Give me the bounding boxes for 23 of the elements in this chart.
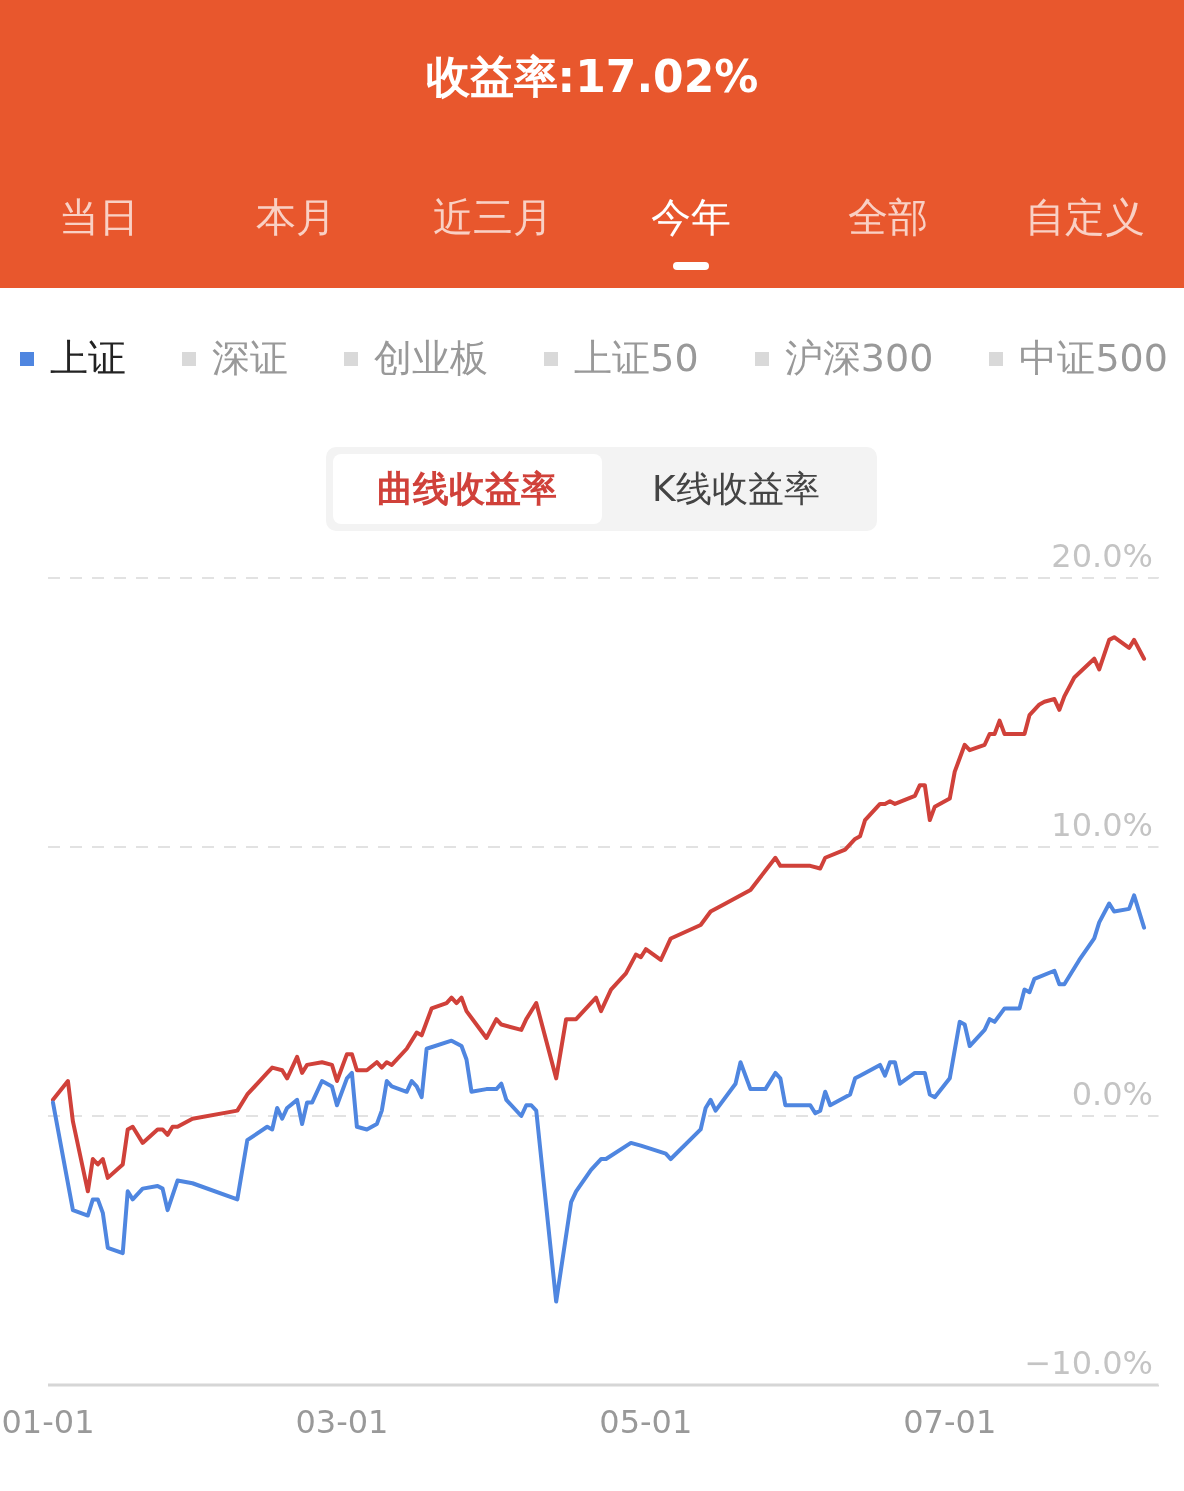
- x-tick-label: 05-01: [599, 1403, 693, 1441]
- y-tick-label: 20.0%: [1051, 537, 1153, 576]
- chart-title: 收益率:17.02%: [424, 50, 760, 104]
- text: 今年: [650, 194, 731, 240]
- x-tick-label: 07-01: [903, 1403, 997, 1441]
- y-tick-label: 10.0%: [1051, 806, 1153, 845]
- text: 当日: [58, 194, 139, 240]
- text: 中证500: [1019, 335, 1168, 382]
- text: 自定义: [1025, 194, 1146, 240]
- y-tick-label: 0.0%: [1071, 1075, 1153, 1114]
- text: 近三月: [433, 194, 554, 240]
- text: 深证: [212, 335, 289, 382]
- text: K线收益率: [650, 467, 821, 511]
- text: 创业板: [374, 335, 489, 382]
- text: 沪深300: [784, 335, 934, 382]
- x-tick-label: 01-01: [1, 1403, 95, 1441]
- text: 本月: [255, 194, 336, 240]
- x-tick-label: 03-01: [295, 1403, 389, 1441]
- text: 上证50: [574, 335, 699, 382]
- text: 曲线收益率: [333, 454, 602, 524]
- text: 全部: [847, 194, 928, 240]
- y-tick-label: −10.0%: [1024, 1344, 1153, 1383]
- legend-label: 上证: [50, 335, 126, 382]
